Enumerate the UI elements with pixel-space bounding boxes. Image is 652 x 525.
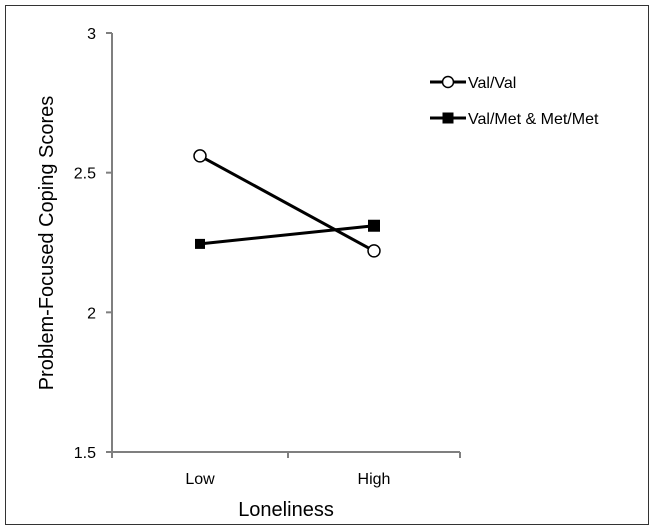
marker-open-circle	[441, 75, 455, 89]
y-axis-ticks: 1.5 2 2.5 3	[74, 26, 112, 462]
marker-filled-square	[195, 238, 205, 249]
x-tick-label: Low	[185, 471, 215, 488]
y-tick-label: 3	[87, 26, 96, 43]
x-axis-ticks: Low High	[111, 452, 461, 488]
series-line-1	[199, 154, 375, 253]
series-line-2	[199, 224, 375, 246]
legend-label: Val/Val	[468, 75, 516, 92]
marker-open-circle	[367, 244, 381, 258]
x-axis-title: Loneliness	[238, 499, 334, 517]
y-tick-label: 2	[87, 305, 96, 322]
y-axis-title: Problem-Focused Coping Scores	[36, 96, 58, 391]
y-tick-label: 1.5	[74, 445, 96, 462]
y-tick-label: 2.5	[74, 166, 96, 183]
series-layer	[193, 149, 381, 258]
marker-open-circle	[193, 149, 207, 163]
legend-label: Val/Met & Met/Met	[468, 111, 599, 128]
axes	[111, 33, 460, 453]
x-tick-label: High	[358, 471, 391, 488]
marker-filled-square	[368, 219, 380, 232]
marker-filled-square	[442, 112, 454, 124]
legend: Val/Val Val/Met & Met/Met	[430, 75, 599, 128]
